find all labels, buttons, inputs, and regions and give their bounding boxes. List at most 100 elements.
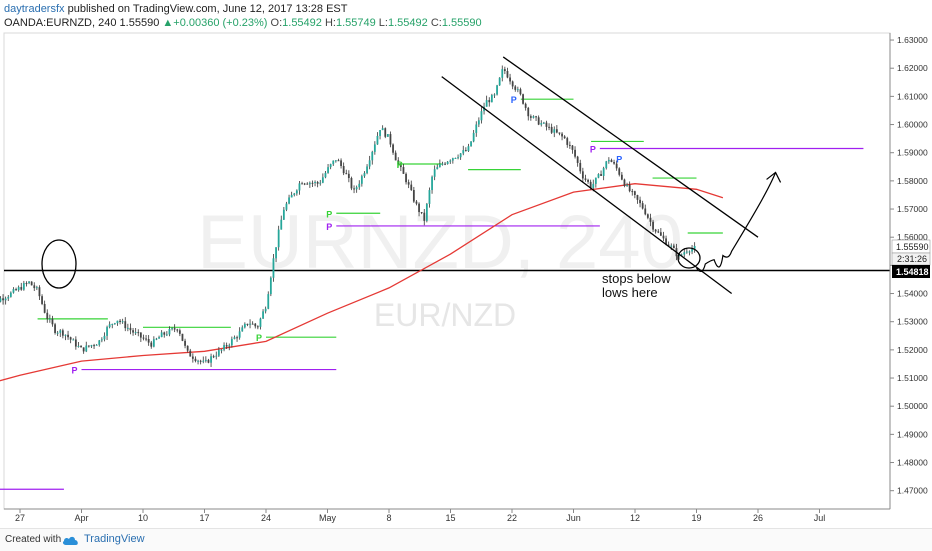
candle-body: [498, 77, 501, 86]
candle-body: [438, 163, 441, 168]
channel-upper-line: [441, 76, 733, 295]
candle-body: [207, 359, 210, 363]
candle-body: [402, 167, 405, 174]
watermark-pair: EUR/NZD: [374, 297, 516, 333]
time-tick-label: 10: [138, 513, 148, 523]
candle-body: [368, 160, 371, 167]
candle-body: [490, 95, 493, 103]
candle-body: [571, 145, 574, 150]
candle-body: [246, 323, 249, 325]
candle-body: [524, 103, 527, 108]
candle-body: [106, 327, 108, 336]
price-tick-label: 1.51000: [897, 373, 928, 383]
low-label: L:: [378, 17, 388, 29]
candle-body: [493, 94, 496, 96]
candle-body: [165, 334, 168, 336]
candle-body: [462, 150, 465, 154]
candle-body: [293, 193, 296, 195]
cloud-icon: [62, 536, 78, 545]
candle-body: [358, 183, 361, 188]
candle-body: [319, 182, 322, 184]
candle-body: [514, 86, 517, 90]
candle-body: [501, 69, 504, 78]
candle-body: [654, 229, 657, 232]
candle-body: [33, 285, 36, 289]
candle-body: [332, 160, 335, 165]
candle-body: [158, 337, 160, 339]
candle-body: [145, 338, 147, 340]
candle-body: [581, 171, 584, 179]
candle-body: [509, 77, 511, 82]
candle-body: [202, 360, 205, 362]
candle-body: [667, 244, 670, 246]
candle-body: [467, 146, 470, 151]
candle-body: [275, 247, 277, 259]
candle-body: [197, 360, 199, 362]
time-tick-label: 12: [630, 513, 640, 523]
author-link[interactable]: daytradersfx: [4, 3, 65, 15]
candle-body: [652, 221, 654, 230]
candle-body: [337, 160, 340, 162]
candle-body: [680, 254, 683, 256]
circle-highlight: [677, 247, 701, 269]
candle-body: [561, 133, 563, 137]
candle-body: [589, 181, 592, 189]
candle-body: [282, 209, 285, 220]
candle-body: [488, 100, 491, 103]
candle-body: [371, 151, 374, 161]
candle-body: [163, 332, 166, 335]
candle-body: [379, 130, 381, 136]
candle-body: [555, 129, 558, 133]
tradingview-link[interactable]: TradingView: [84, 533, 145, 545]
candle-body: [449, 160, 452, 162]
published-text: published on TradingView.com, June 12, 2…: [67, 3, 348, 15]
countdown-text: 2:31:26: [897, 254, 927, 264]
candle-body: [360, 176, 363, 184]
candle-body: [392, 144, 394, 153]
candle-body: [181, 333, 184, 341]
candle-body: [272, 258, 275, 278]
candle-body: [186, 345, 189, 351]
candle-body: [605, 161, 608, 169]
price-change: +0.00360 (+0.23%): [173, 17, 268, 29]
candle-body: [553, 129, 556, 133]
candle-body: [316, 182, 319, 184]
candle-body: [256, 326, 259, 328]
candle-body: [56, 332, 59, 334]
candle-body: [189, 350, 192, 357]
candle-body: [241, 327, 244, 332]
candle-body: [249, 323, 251, 325]
candle-body: [225, 345, 228, 347]
candle-body: [587, 179, 589, 182]
annotation-line-2: lows here: [602, 285, 658, 300]
candle-body: [584, 178, 587, 180]
candle-body: [389, 134, 392, 145]
time-tick-label: 24: [261, 513, 271, 523]
candle-body: [108, 324, 111, 328]
candle-body: [160, 332, 163, 338]
candle-body: [431, 176, 433, 191]
pivot-label: P: [72, 366, 78, 376]
price-tick-label: 1.48000: [897, 458, 928, 468]
candle-body: [522, 94, 524, 104]
high-label: H:: [324, 17, 336, 29]
symbol-label[interactable]: OANDA:EURNZD, 240: [4, 17, 117, 29]
candle-body: [85, 345, 88, 352]
footer-bar: Created with TradingView: [0, 528, 932, 551]
candle-body: [459, 153, 462, 158]
candle-body: [69, 337, 72, 340]
candle-body: [644, 208, 647, 215]
candle-body: [171, 328, 173, 330]
candle-body: [527, 107, 530, 117]
candle-body: [238, 331, 241, 338]
candle-body: [464, 150, 467, 152]
candle-body: [631, 191, 634, 193]
candle-body: [646, 214, 649, 218]
candle-body: [298, 183, 301, 191]
time-axis[interactable]: 27 Apr 10 17 24 May 8 15 22 Jun 12 19 26 Jul: [4, 508, 890, 523]
candle-body: [233, 337, 236, 339]
candle-body: [119, 320, 121, 322]
candle-body: [236, 337, 238, 339]
candle-body: [602, 168, 605, 176]
